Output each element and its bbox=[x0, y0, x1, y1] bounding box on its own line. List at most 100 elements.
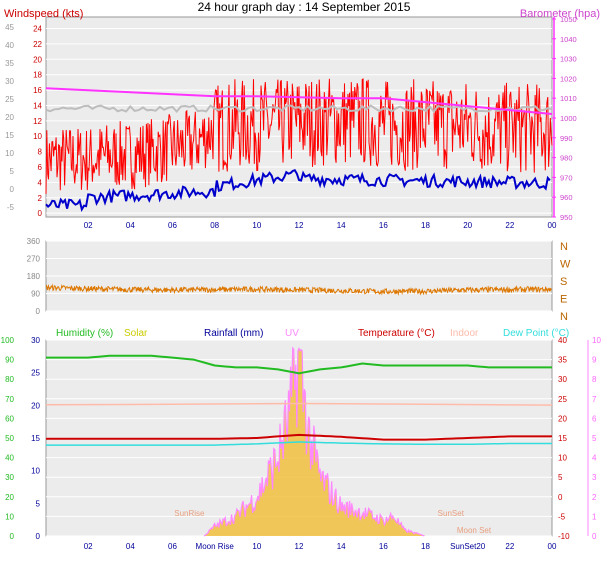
x-tick-label-top: 16 bbox=[379, 221, 388, 230]
rain-tick-label: 10 bbox=[31, 467, 40, 476]
series-temperature bbox=[46, 433, 552, 441]
moonset-label: Moon Set bbox=[457, 526, 492, 535]
compass-label: E bbox=[560, 294, 567, 306]
series-avg-wind bbox=[45, 104, 553, 114]
humidity-tick-label: 10 bbox=[5, 512, 14, 521]
humidity-tick-label: 60 bbox=[5, 414, 14, 423]
series-wind-low bbox=[45, 168, 551, 213]
series-direction bbox=[45, 283, 552, 297]
series-uv bbox=[203, 346, 425, 537]
series-humidity bbox=[46, 354, 552, 375]
uv-tick-label: 2 bbox=[592, 493, 597, 502]
uv-tick-label: 10 bbox=[592, 336, 601, 345]
temp-tick-label: 5 bbox=[558, 473, 563, 482]
wind-tick-label: 16 bbox=[33, 86, 42, 95]
rain-tick-label: 30 bbox=[31, 336, 40, 345]
compass-label: W bbox=[560, 259, 571, 271]
x-tick-label-top: 12 bbox=[295, 221, 304, 230]
x-tick-label-bottom: 14 bbox=[337, 542, 346, 551]
wind-outer-tick-label: 25 bbox=[5, 95, 14, 104]
compass-label: N bbox=[560, 241, 568, 253]
uv-tick-label: 5 bbox=[592, 434, 597, 443]
legend-uv: UV bbox=[285, 328, 299, 339]
x-tick-label-top: 04 bbox=[126, 221, 135, 230]
humidity-tick-label: 50 bbox=[5, 434, 14, 443]
legend-rainfall: Rainfall (mm) bbox=[204, 328, 263, 339]
temp-tick-label: 15 bbox=[558, 434, 567, 443]
x-tick-label-top: 14 bbox=[337, 221, 346, 230]
series-windspeed bbox=[45, 78, 553, 194]
x-tick-label-bottom: 16 bbox=[379, 542, 388, 551]
legend-temperature: Temperature (°C) bbox=[358, 328, 435, 339]
x-tick-label-bottom: 04 bbox=[126, 542, 135, 551]
dir-tick-label: 90 bbox=[31, 290, 40, 299]
legend-solar: Solar bbox=[124, 328, 148, 339]
wind-tick-label: 18 bbox=[33, 71, 42, 80]
humidity-tick-label: 40 bbox=[5, 454, 14, 463]
x-tick-label-top: 20 bbox=[463, 221, 472, 230]
humidity-tick-label: 0 bbox=[10, 532, 15, 541]
dir-tick-label: 0 bbox=[36, 307, 41, 316]
x-tick-label-top: 10 bbox=[252, 221, 261, 230]
humidity-tick-label: 30 bbox=[5, 473, 14, 482]
wind-outer-tick-label: 45 bbox=[5, 23, 14, 32]
rain-tick-label: 25 bbox=[31, 369, 40, 378]
page-title: 24 hour graph day : 14 September 2015 bbox=[197, 0, 411, 14]
humidity-tick-label: 100 bbox=[1, 336, 15, 345]
sunset-label: SunSet bbox=[438, 509, 465, 518]
baro-tick-label: 1020 bbox=[560, 74, 577, 83]
x-tick-label-bottom: 18 bbox=[421, 542, 430, 551]
temp-tick-label: 40 bbox=[558, 336, 567, 345]
uv-tick-label: 4 bbox=[592, 454, 597, 463]
wind-outer-tick-label: -5 bbox=[7, 203, 15, 212]
wind-tick-label: 12 bbox=[33, 117, 42, 126]
temp-tick-label: -10 bbox=[558, 532, 570, 541]
humidity-tick-label: 20 bbox=[5, 493, 14, 502]
temp-tick-label: 30 bbox=[558, 375, 567, 384]
uv-tick-label: 3 bbox=[592, 473, 597, 482]
wind-outer-tick-label: 35 bbox=[5, 59, 14, 68]
wind-tick-label: 0 bbox=[38, 209, 43, 218]
x-tick-label-top: 18 bbox=[421, 221, 430, 230]
uv-tick-label: 1 bbox=[592, 512, 597, 521]
humidity-tick-label: 70 bbox=[5, 395, 14, 404]
wind-tick-label: 24 bbox=[33, 25, 42, 34]
temp-tick-label: 10 bbox=[558, 454, 567, 463]
wind-axis-title: Windspeed (kts) bbox=[4, 8, 83, 20]
x-tick-label-bottom: 06 bbox=[168, 542, 177, 551]
baro-tick-label: 980 bbox=[560, 154, 573, 163]
temp-tick-label: 25 bbox=[558, 395, 567, 404]
baro-tick-label: 1050 bbox=[560, 15, 577, 24]
humidity-tick-label: 90 bbox=[5, 356, 14, 365]
rain-tick-label: 15 bbox=[31, 434, 40, 443]
x-tick-label-bottom: 02 bbox=[84, 542, 93, 551]
wind-tick-label: 2 bbox=[38, 194, 43, 203]
baro-tick-label: 970 bbox=[560, 173, 573, 182]
baro-tick-label: 950 bbox=[560, 213, 573, 222]
wind-tick-label: 10 bbox=[33, 132, 42, 141]
temp-tick-label: 35 bbox=[558, 356, 567, 365]
x-tick-label-top: 06 bbox=[168, 221, 177, 230]
x-tick-label-bottom: 12 bbox=[295, 542, 304, 551]
sunrise-label: SunRise bbox=[174, 509, 205, 518]
dir-tick-label: 180 bbox=[27, 272, 41, 281]
x-tick-label-top: 08 bbox=[210, 221, 219, 230]
rain-tick-label: 20 bbox=[31, 401, 40, 410]
uv-tick-label: 8 bbox=[592, 375, 597, 384]
compass-label: S bbox=[560, 276, 567, 288]
x-tick-label-bottom: 22 bbox=[505, 542, 514, 551]
rain-tick-label: 0 bbox=[36, 532, 41, 541]
series-dewpoint bbox=[46, 441, 552, 446]
x-tick-label-bottom: 10 bbox=[252, 542, 261, 551]
x-tick-label-top: 00 bbox=[548, 221, 557, 230]
wind-outer-tick-label: 15 bbox=[5, 131, 14, 140]
legend-humidity: Humidity (%) bbox=[56, 328, 113, 339]
baro-tick-label: 960 bbox=[560, 193, 573, 202]
baro-tick-label: 1040 bbox=[560, 35, 577, 44]
wind-outer-tick-label: 20 bbox=[5, 113, 14, 122]
x-tick-label-top: 22 bbox=[505, 221, 514, 230]
baro-tick-label: 990 bbox=[560, 134, 573, 143]
wind-outer-tick-label: 0 bbox=[10, 185, 15, 194]
